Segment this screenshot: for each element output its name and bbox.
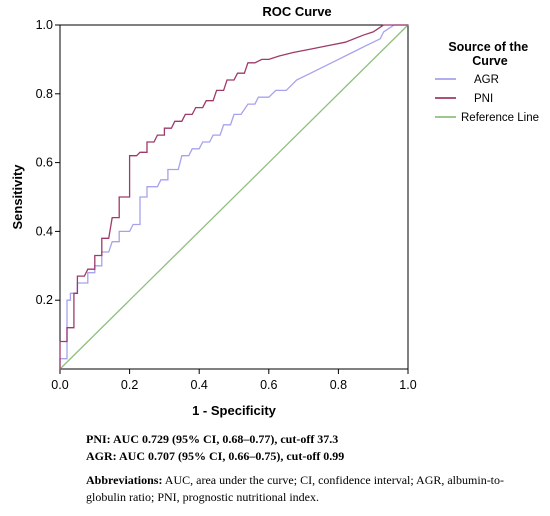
y-axis-label: Sensitivity <box>10 164 25 230</box>
x-tick-label: 0.2 <box>121 378 138 392</box>
x-tick-label: 1.0 <box>399 378 416 392</box>
y-tick-label: 0.4 <box>36 224 53 238</box>
legend-label-pni: PNI <box>474 93 493 105</box>
abbreviations-note: Abbreviations: AUC, area under the curve… <box>86 472 526 506</box>
x-tick-label: 0.6 <box>260 378 277 392</box>
chart-title: ROC Curve <box>262 4 331 19</box>
series-line-agr <box>59 24 408 369</box>
legend-title: Source of the Curve <box>448 40 531 68</box>
x-tick-label: 0.0 <box>51 378 68 392</box>
abbreviations-text: AUC, area under the curve; CI, confidenc… <box>86 473 505 504</box>
x-axis-label: 1 - Specificity <box>192 403 277 418</box>
legend: Source of the Curve AGR PNI Reference Line <box>435 40 539 124</box>
legend-label-agr: AGR <box>474 74 499 86</box>
y-axis-ticks: 0.2 0.4 0.6 0.8 1.0 <box>36 18 60 307</box>
abbreviations-label: Abbreviations: <box>86 473 163 487</box>
series-line-pni <box>59 24 408 369</box>
y-tick-label: 1.0 <box>36 18 53 32</box>
legend-label-reference-line: Reference Line <box>461 112 539 124</box>
x-tick-label: 0.4 <box>191 378 208 392</box>
x-tick-label: 0.8 <box>330 378 347 392</box>
y-tick-label: 0.8 <box>36 87 53 101</box>
series-layer <box>59 24 409 370</box>
y-tick-label: 0.2 <box>36 293 53 307</box>
pni-auc-statement: PNI: AUC 0.729 (95% CI, 0.68–0.77), cut-… <box>86 432 339 446</box>
agr-auc-statement: AGR: AUC 0.707 (95% CI, 0.66–0.75), cut-… <box>86 449 345 463</box>
legend-items: AGR PNI Reference Line <box>435 74 539 124</box>
x-axis-ticks: 0.0 0.2 0.4 0.6 0.8 1.0 <box>51 369 417 392</box>
series-line-reference-line <box>59 24 409 370</box>
y-tick-label: 0.6 <box>36 156 53 170</box>
